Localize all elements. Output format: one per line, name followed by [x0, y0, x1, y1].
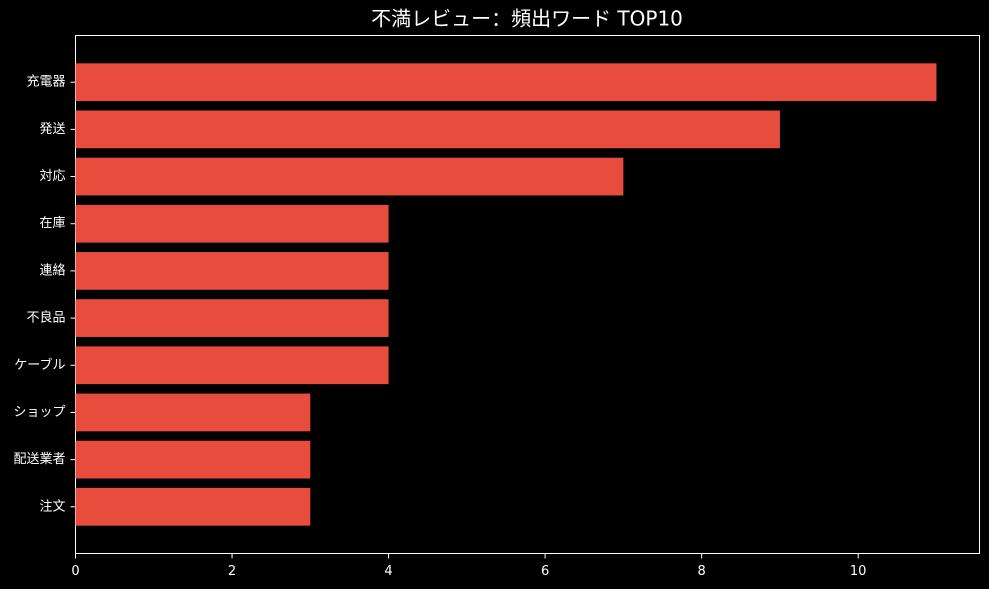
- y-tick-label: 配送業者: [13, 451, 65, 467]
- y-tick-label: 注文: [39, 499, 65, 514]
- y-tick-label: ショップ: [13, 405, 65, 420]
- bar: [75, 346, 389, 385]
- bar: [75, 299, 389, 337]
- x-tick-label: 6: [541, 564, 549, 579]
- bar: [75, 252, 389, 290]
- x-tick-label: 4: [384, 564, 392, 579]
- y-tick-label: 充電器: [26, 74, 65, 90]
- bar: [75, 157, 624, 196]
- plot-frame: [75, 35, 980, 554]
- x-tick-label: 2: [228, 564, 236, 579]
- y-tick-label: 在庫: [39, 216, 65, 231]
- bar: [75, 204, 389, 243]
- x-tick-label: 8: [698, 564, 706, 579]
- x-tick-label: 10: [850, 564, 867, 579]
- y-tick-label: 連絡: [39, 262, 65, 278]
- x-tick-label: 0: [71, 564, 79, 579]
- bar: [75, 63, 937, 102]
- bar: [75, 393, 311, 432]
- y-tick-label: 対応: [39, 169, 65, 184]
- chart-title: 不満レビュー：頻出ワード TOP10: [371, 7, 683, 31]
- y-tick-label: 発送: [39, 122, 65, 137]
- bar: [75, 440, 311, 479]
- y-tick-label: ケーブル: [14, 357, 65, 373]
- bar: [75, 110, 780, 149]
- y-tick-label: 不良品: [26, 310, 65, 326]
- bar: [75, 487, 311, 526]
